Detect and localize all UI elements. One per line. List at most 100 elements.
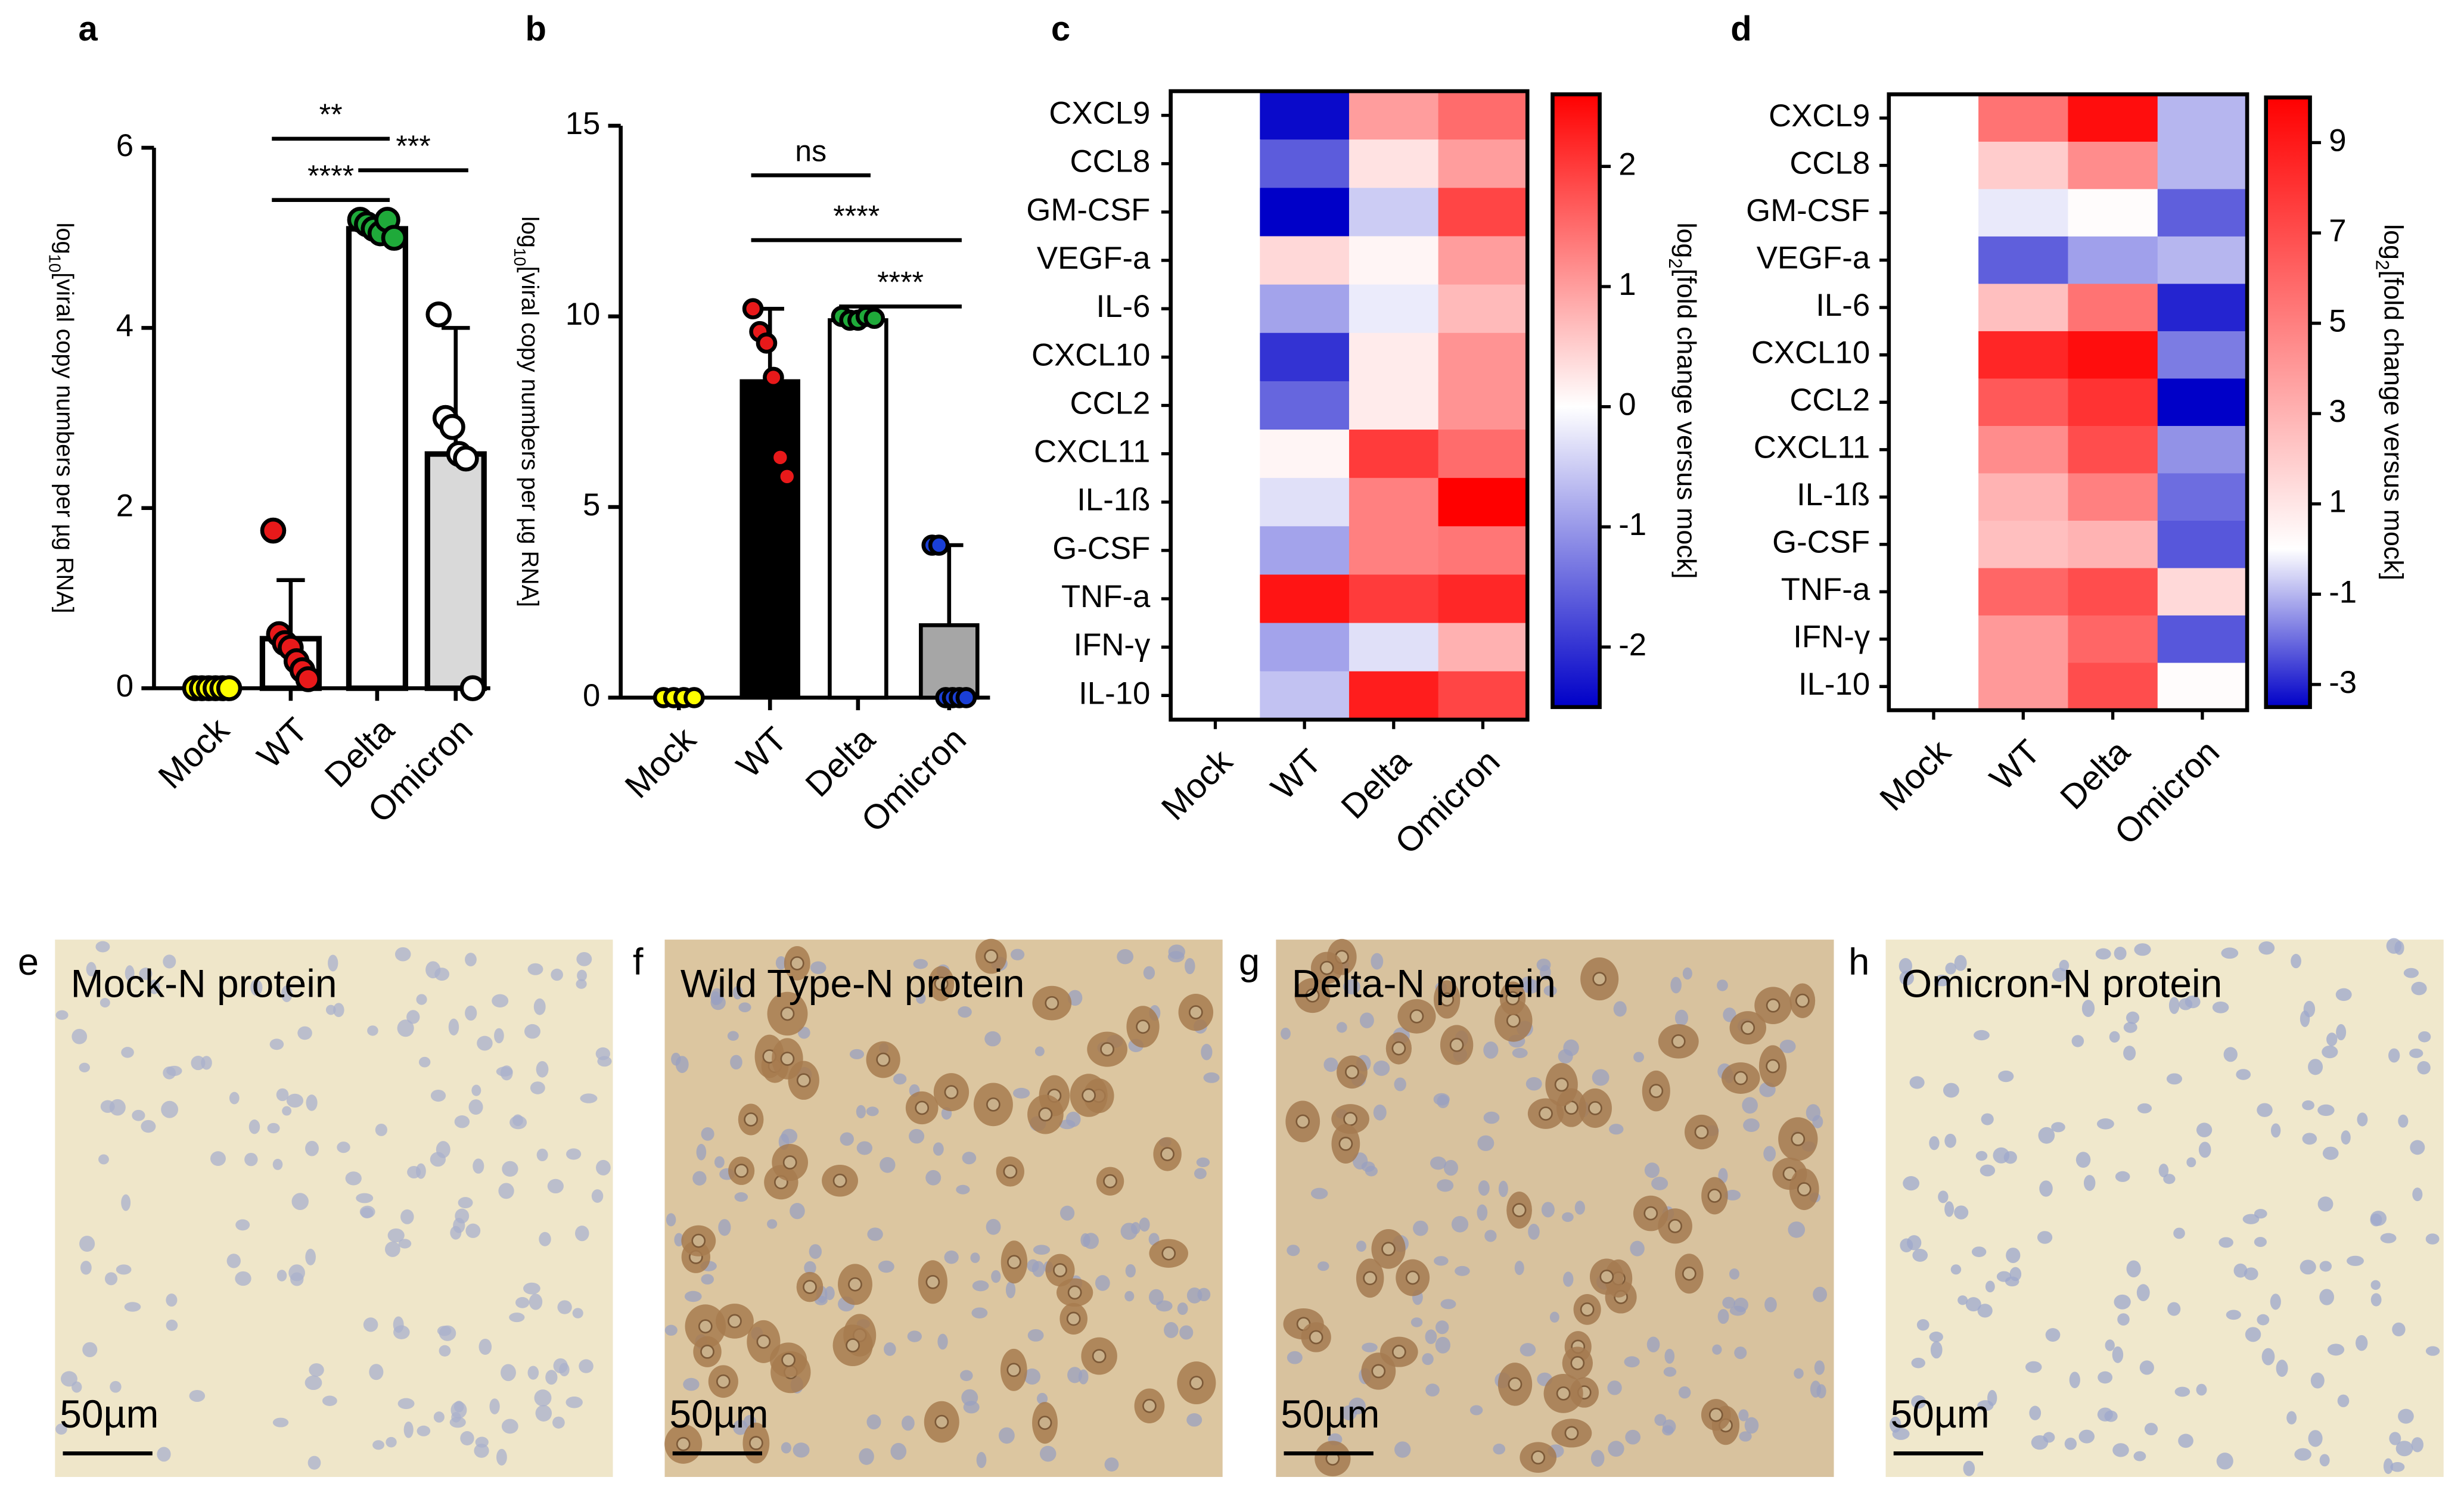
neuron-nucleus <box>1580 1302 1595 1317</box>
nucleus <box>1562 1212 1574 1223</box>
nucleus <box>1938 1190 1949 1203</box>
nucleus <box>387 1228 405 1243</box>
nucleus <box>437 1326 452 1336</box>
nucleus <box>1039 1445 1057 1462</box>
panel-letter: e <box>18 941 39 983</box>
nucleus <box>250 979 263 996</box>
nucleus <box>1929 1332 1943 1342</box>
data-point <box>742 298 764 320</box>
nucleus <box>2398 1408 2414 1424</box>
neuron-nucleus <box>1295 1114 1310 1129</box>
nucleus <box>1563 1271 1574 1287</box>
neuron-nucleus <box>1038 1107 1053 1122</box>
nucleus <box>2356 1335 2368 1351</box>
nucleus <box>1540 965 1551 980</box>
nucleus <box>534 1389 552 1407</box>
nucleus <box>307 1456 321 1470</box>
neuron-nucleus <box>1189 1376 1204 1390</box>
nucleus <box>1027 1329 1044 1342</box>
nucleus <box>305 1248 316 1265</box>
nucleus <box>2411 981 2427 996</box>
nucleus <box>595 1047 610 1061</box>
nucleus <box>465 1005 477 1021</box>
nucleus <box>385 1241 400 1257</box>
neuron-nucleus <box>984 949 999 963</box>
nucleus <box>1744 1417 1759 1434</box>
nucleus <box>2081 1000 2095 1018</box>
nucleus <box>866 1414 881 1430</box>
row-label: CXCL11 <box>1754 430 1870 465</box>
nucleus <box>1317 1261 1329 1271</box>
nucleus <box>1034 1046 1045 1056</box>
error-bar <box>935 543 964 626</box>
nucleus <box>79 1062 90 1072</box>
micrograph <box>1885 940 2444 1477</box>
nucleus <box>2123 1046 2136 1061</box>
nucleus <box>2294 1448 2311 1461</box>
y-tick-label: 4 <box>116 308 133 343</box>
heatmap-cell <box>1888 141 1980 190</box>
nucleus <box>2137 1103 2152 1114</box>
nucleus <box>1477 1135 1494 1151</box>
neuron-nucleus <box>1682 1266 1696 1281</box>
nucleus <box>2341 1130 2351 1145</box>
row-label: CCL8 <box>1070 144 1151 179</box>
heatmap-cell <box>1260 91 1350 141</box>
nucleus <box>527 963 543 975</box>
nucleus <box>2178 1433 2193 1448</box>
heatmap-cell <box>1888 473 1980 522</box>
heatmap-cell <box>1978 94 2069 143</box>
nucleus <box>417 1425 431 1436</box>
heatmap-cell <box>1888 663 1980 711</box>
label-text: [viral copy numbers per µg RNA] <box>517 266 543 607</box>
heatmap-cell <box>2157 378 2248 427</box>
nucleus <box>86 962 97 976</box>
heatmap-cell <box>1170 671 1261 721</box>
nucleus <box>100 1100 115 1113</box>
nucleus <box>545 1370 558 1385</box>
nucleus <box>496 1448 507 1466</box>
nucleus <box>976 1452 987 1468</box>
nucleus <box>166 1293 178 1307</box>
heatmap-cell <box>1978 568 2069 617</box>
row-label: G-CSF <box>1772 525 1870 560</box>
neuron-nucleus <box>1338 1136 1353 1151</box>
nucleus <box>166 1319 178 1331</box>
scale-bar-label: 50µm <box>60 1392 159 1436</box>
nucleus <box>1197 1287 1211 1302</box>
heatmap-cell <box>2068 425 2159 474</box>
heatmap-cell <box>2157 520 2248 569</box>
heatmap-cell <box>2068 284 2159 332</box>
nucleus <box>450 1401 467 1419</box>
nucleus <box>2303 1000 2316 1018</box>
nucleus <box>1024 1368 1041 1385</box>
nucleus <box>1574 1201 1585 1215</box>
nucleus <box>148 979 160 994</box>
nucleus <box>1743 1118 1760 1133</box>
neuron-nucleus <box>1588 1101 1602 1115</box>
nucleus <box>1950 1264 1962 1275</box>
nucleus <box>345 1171 362 1186</box>
scale-bar-label: 50µm <box>669 1392 768 1436</box>
nucleus <box>566 1148 582 1160</box>
nucleus <box>890 1442 907 1460</box>
heatmap-cell <box>2068 331 2159 380</box>
nucleus <box>2383 1458 2393 1475</box>
nucleus <box>1981 1113 1994 1125</box>
nucleus <box>1987 1389 1997 1406</box>
nucleus <box>2317 1196 2334 1212</box>
nucleus <box>867 1227 883 1241</box>
nucleus <box>1059 1205 1075 1221</box>
neuron-nucleus <box>1160 1147 1174 1161</box>
nucleus <box>1435 1336 1450 1354</box>
nucleus <box>248 1119 260 1134</box>
heatmap-border <box>1169 89 1530 722</box>
nucleus <box>701 1274 714 1285</box>
axis-label: log2[fold change versus mock] <box>1665 223 1702 579</box>
nucleus <box>1892 1428 1910 1440</box>
nucleus <box>1394 1441 1411 1458</box>
nucleus <box>1541 1202 1555 1218</box>
heatmap-cell <box>1978 284 2069 332</box>
nucleus <box>1794 1368 1804 1379</box>
nucleus <box>580 1093 598 1103</box>
